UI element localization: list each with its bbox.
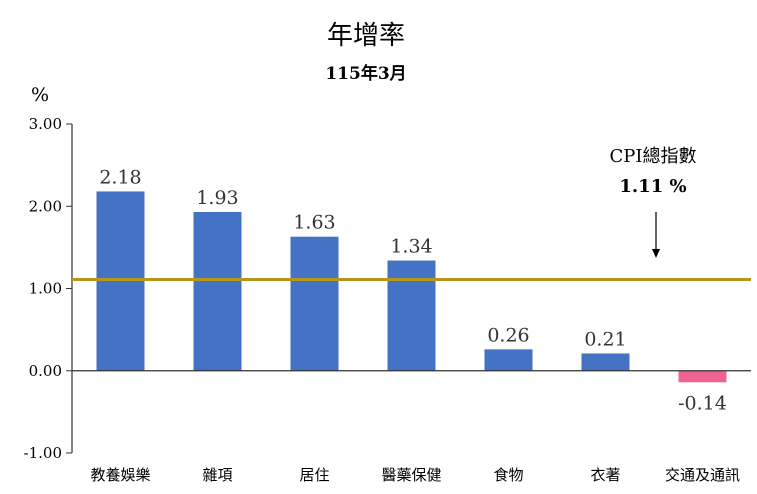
- category-label: 醫藥保健: [381, 466, 441, 484]
- bar: [290, 236, 339, 371]
- bar-value-label: 1.63: [293, 212, 335, 234]
- down-arrow-icon: [652, 212, 660, 258]
- category-label: 食物: [493, 466, 523, 484]
- bar: [193, 212, 242, 371]
- y-axis-unit: %: [31, 84, 49, 106]
- y-tick-label: -1.00: [24, 444, 62, 462]
- bar-value-label: 1.34: [390, 236, 432, 258]
- bar: [484, 349, 533, 371]
- category-label: 教養娛樂: [90, 466, 150, 484]
- y-tick-label: 1.00: [29, 280, 62, 298]
- bar-value-label: 0.21: [584, 328, 626, 350]
- bar: [387, 260, 436, 371]
- chart-subtitle: 115年3月: [325, 63, 406, 84]
- category-label: 交通及通訊: [665, 466, 740, 484]
- bar-value-label: 2.18: [99, 166, 141, 188]
- chart-title: 年增率: [327, 21, 405, 51]
- bars: 2.18 教養娛樂 1.93 雜項 1.63 居住 1.34 醫藥保健 0.26 食物 0.21 衣著…: [90, 166, 740, 484]
- cpi-value-label: 1.11 %: [619, 176, 686, 197]
- y-tick-label: 0.00: [29, 362, 62, 380]
- bar: [96, 191, 145, 371]
- category-label: 雜項: [202, 466, 232, 484]
- bar-value-label: 0.26: [487, 324, 529, 346]
- category-label: 居住: [299, 466, 329, 484]
- bar: [581, 353, 630, 371]
- bar-value-label: -0.14: [678, 392, 727, 414]
- y-tick-label: 3.00: [29, 115, 62, 133]
- y-axis: -1.00 0.00 1.00 2.00 3.00: [24, 115, 72, 462]
- bar: [678, 370, 727, 383]
- cpi-label: CPI總指數: [610, 146, 697, 167]
- y-tick-label: 2.00: [29, 197, 62, 215]
- category-label: 衣著: [590, 466, 620, 484]
- bar-value-label: 1.93: [196, 187, 238, 209]
